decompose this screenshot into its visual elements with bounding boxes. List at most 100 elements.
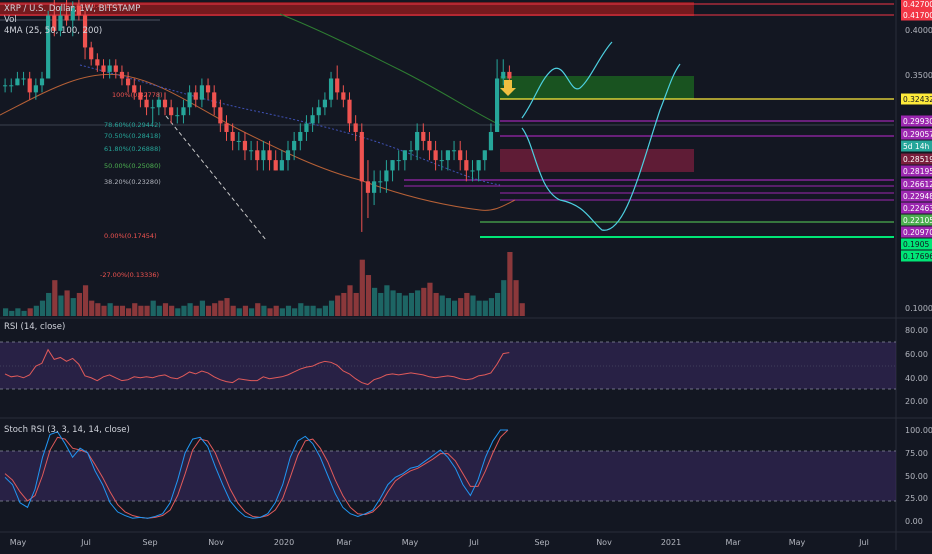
candle-body	[384, 170, 389, 182]
volume-bar	[212, 303, 218, 316]
candle-body	[95, 59, 100, 66]
stoch-tick: 75.00	[905, 449, 928, 458]
volume-bar	[402, 295, 408, 316]
candle-body	[82, 15, 88, 48]
price-tag	[901, 0, 932, 10]
candle-body	[70, 6, 75, 21]
candle-body	[482, 150, 487, 161]
volume-bar	[322, 305, 328, 316]
candle-body	[335, 78, 340, 93]
candle-body	[199, 85, 204, 100]
volume-bar	[144, 305, 150, 316]
candle-body	[322, 99, 327, 108]
price-tag	[901, 165, 932, 177]
candle-body	[113, 65, 118, 72]
time-tick: Nov	[208, 538, 224, 547]
price-tag-label: 0.17696	[903, 252, 932, 261]
volume-bar	[408, 292, 415, 316]
volume-bar	[285, 305, 292, 316]
volume-bar	[445, 298, 451, 316]
volume-bar	[261, 305, 267, 316]
candle-body	[439, 160, 444, 162]
candle-body	[396, 160, 401, 162]
volume-bar	[169, 305, 175, 316]
candle-body	[341, 92, 346, 100]
price-tag-label: 0.22463	[903, 204, 932, 213]
time-tick: Jul	[468, 538, 479, 547]
fib-label: 100%(0.32778)	[112, 91, 163, 99]
volume-bar	[482, 300, 488, 316]
candle-body	[218, 107, 223, 124]
candle-body	[64, 15, 69, 21]
volume-bar	[242, 305, 249, 316]
symbol-title[interactable]: XRP / U.S. Dollar, 1W, BITSTAMP	[4, 4, 141, 14]
volume-bar	[89, 300, 95, 316]
candle-body	[285, 150, 291, 161]
volume-bar	[378, 292, 384, 316]
volume-bar	[150, 300, 156, 316]
price-tag-label: 0.41700	[903, 11, 932, 20]
volume-bar	[101, 305, 107, 316]
volume-bar	[255, 303, 261, 316]
volume-bar	[58, 295, 64, 316]
volume-bar	[470, 295, 476, 316]
candle-body	[501, 71, 506, 79]
candle-body	[224, 123, 229, 132]
time-tick: Jul	[858, 538, 869, 547]
price-tag	[901, 128, 932, 140]
fib-trend-line	[165, 115, 267, 241]
candle-body	[421, 131, 426, 141]
volume-bar	[138, 305, 144, 316]
volume-bar	[119, 305, 126, 316]
price-tag-label: 0.26612	[903, 180, 932, 189]
price-tag-label: 0.22948	[903, 192, 932, 201]
volume-bar	[224, 298, 230, 316]
volume-bar	[310, 305, 316, 316]
price-tag-label: 0.28519	[903, 155, 932, 164]
rsi-line	[4, 348, 510, 386]
candle-body	[132, 85, 137, 93]
volume-bar	[82, 285, 89, 316]
volume-bar	[501, 280, 507, 316]
time-axis[interactable]: May Jul Sep Nov 2020 Mar May Jul Sep Nov 2021 Mar Ma…	[10, 538, 869, 547]
volume-bar	[175, 308, 181, 316]
volume-bar	[3, 308, 9, 316]
stoch-tick: 50.00	[905, 472, 928, 481]
candle-body	[107, 65, 112, 72]
volume-bar	[390, 290, 396, 316]
candle-body	[298, 131, 303, 141]
time-tick: Mar	[725, 538, 741, 547]
time-tick: May	[402, 538, 419, 547]
fib-label: 50.00%(0.25080)	[104, 162, 161, 170]
candle-body	[470, 170, 475, 172]
price-tag-label: 0.28195	[903, 167, 932, 176]
candle-body	[261, 150, 266, 161]
rsi-tick: 60.00	[905, 350, 928, 359]
volume-bar	[421, 287, 427, 316]
chart-legend: XRP / U.S. Dollar, 1W, BITSTAMP Vol 4MA …	[4, 4, 140, 37]
candle-body	[507, 71, 512, 79]
ma-label: 4MA (25, 50, 100, 200)	[4, 26, 103, 36]
projection-path-1	[521, 41, 613, 119]
candle-body	[273, 160, 278, 171]
volume-bar	[70, 298, 76, 316]
volume-bar	[205, 305, 212, 316]
volume-bar	[488, 298, 495, 316]
candle-body	[39, 78, 45, 86]
volume-bar	[451, 300, 458, 316]
candle-body	[402, 150, 407, 161]
volume-bar	[156, 305, 162, 316]
time-tick: Nov	[596, 538, 612, 547]
ma-100	[279, 13, 501, 126]
resistance-red-band	[0, 2, 694, 16]
volume-bar	[113, 305, 119, 316]
fib-label: 38.20%(0.23280)	[104, 178, 161, 186]
volume-bar	[292, 308, 298, 316]
volume-bar	[187, 303, 193, 316]
volume-bar	[218, 300, 224, 316]
